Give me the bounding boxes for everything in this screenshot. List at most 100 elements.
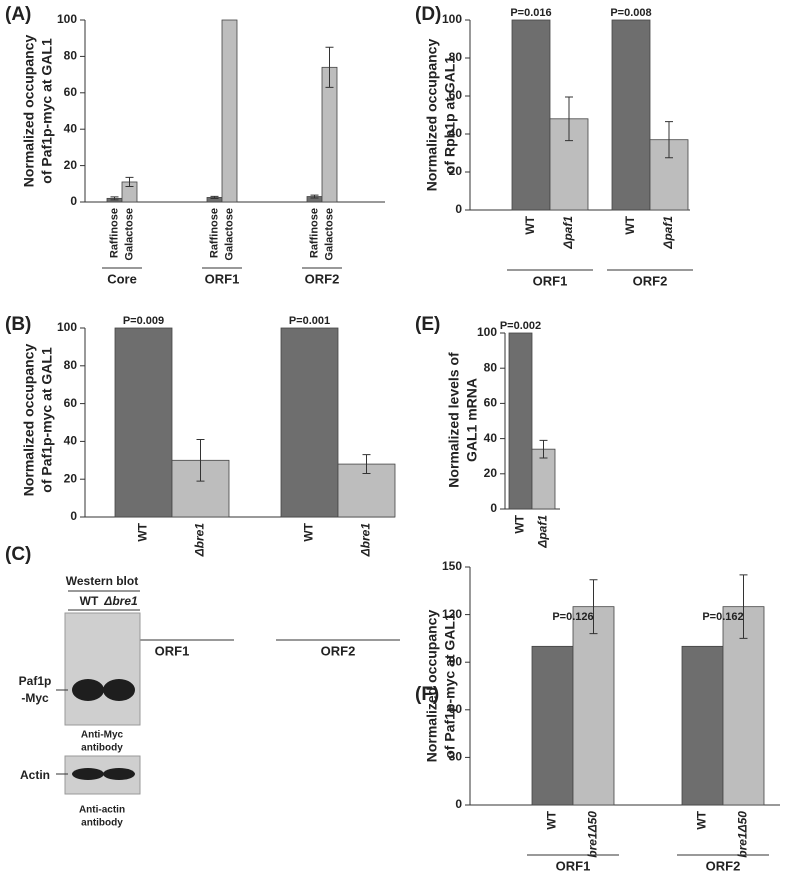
category-label: Δbre1 xyxy=(359,523,373,558)
error-bar xyxy=(110,196,119,201)
y-tick-label: 40 xyxy=(64,121,78,135)
bar xyxy=(511,19,551,211)
y-tick-label: 60 xyxy=(449,88,463,102)
p-value: P=0.001 xyxy=(289,315,330,327)
y-axis-label: of Rpb1p at GAL1 xyxy=(442,56,458,174)
category-label: Raffinose xyxy=(108,208,120,258)
category-label: Galactose xyxy=(323,208,335,261)
y-tick-label: 80 xyxy=(64,358,78,372)
category-label: WT xyxy=(513,514,527,533)
category-label: Δpaf1 xyxy=(561,216,575,250)
group-label: ORF1 xyxy=(205,271,240,286)
y-tick-label: 0 xyxy=(455,797,462,811)
y-tick-label: 60 xyxy=(484,396,498,410)
y-tick-label: 90 xyxy=(449,654,463,668)
p-value: P=0.008 xyxy=(610,7,651,19)
group-label: ORF1 xyxy=(155,643,190,658)
y-axis-label: of Paf1p-myc at GAL1 xyxy=(39,347,55,493)
category-label: Raffinose xyxy=(308,208,320,258)
error-bar xyxy=(310,194,319,199)
y-tick-label: 80 xyxy=(64,49,78,63)
blot-label: Actin xyxy=(20,768,50,782)
category-label: Δbre1 xyxy=(193,523,207,558)
y-tick-label: 80 xyxy=(484,360,498,374)
bar xyxy=(611,19,651,211)
y-axis-label: of Paf1p-myc at GAL1 xyxy=(442,613,458,759)
bar xyxy=(221,19,238,203)
y-tick-label: 100 xyxy=(57,12,77,26)
band xyxy=(72,768,104,780)
y-tick-label: 150 xyxy=(442,559,462,573)
y-tick-label: 20 xyxy=(64,471,78,485)
y-axis-label: Normalized occupancy xyxy=(424,39,440,192)
category-label: Δpaf1 xyxy=(661,216,675,250)
bar xyxy=(280,327,339,518)
y-tick-label: 30 xyxy=(449,750,463,764)
category-label: Galactose xyxy=(223,208,235,261)
y-tick-label: 100 xyxy=(477,325,497,339)
y-tick-label: 60 xyxy=(64,396,78,410)
p-value: P=0.162 xyxy=(702,611,743,623)
group-label: ORF2 xyxy=(633,273,668,288)
error-bar xyxy=(589,579,598,635)
p-value: P=0.009 xyxy=(123,315,164,327)
error-bar xyxy=(565,96,573,142)
error-bar xyxy=(362,454,371,475)
blot-image xyxy=(64,612,141,726)
group-label: ORF2 xyxy=(321,643,356,658)
y-tick-label: 80 xyxy=(449,50,463,64)
y-tick-label: 60 xyxy=(449,702,463,716)
bar xyxy=(681,645,724,806)
category-label: bre1Δ50 xyxy=(736,811,750,858)
error-bar xyxy=(539,439,548,459)
category-label: bre1Δ50 xyxy=(586,811,600,858)
group-label: ORF1 xyxy=(533,273,568,288)
category-label: WT xyxy=(545,810,559,829)
error-bar xyxy=(125,176,134,188)
y-axis-label: Normalized levels of xyxy=(446,352,462,488)
category-label: Galactose xyxy=(123,208,135,261)
y-axis-label: GAL1 mRNA xyxy=(464,378,480,462)
y-tick-label: 60 xyxy=(64,85,78,99)
error-bar xyxy=(210,195,219,200)
y-tick-label: 40 xyxy=(484,431,498,445)
p-value: P=0.016 xyxy=(510,7,551,19)
blot-label: -Myc xyxy=(21,691,49,705)
panel-label: (C) xyxy=(5,544,31,565)
category-label: WT xyxy=(695,810,709,829)
bar xyxy=(722,606,765,806)
panel-label: (A) xyxy=(5,4,31,25)
blot-label: Paf1p xyxy=(19,674,52,688)
group-label: ORF2 xyxy=(305,271,340,286)
bar xyxy=(114,327,173,518)
lane-label: Δbre1 xyxy=(103,594,138,608)
group-label: ORF1 xyxy=(556,858,591,873)
blot-title: Western blot xyxy=(66,574,138,588)
y-tick-label: 20 xyxy=(449,164,463,178)
panel-label: (B) xyxy=(5,314,31,335)
y-tick-label: 100 xyxy=(442,12,462,26)
band xyxy=(103,768,135,780)
bar xyxy=(572,606,615,806)
antibody-label: Anti-Myc xyxy=(81,730,124,741)
band xyxy=(103,679,135,701)
y-axis-label: Normalized occupancy xyxy=(21,344,37,497)
y-tick-label: 20 xyxy=(484,466,498,480)
y-axis-label: of Paf1p-myc at GAL1 xyxy=(39,38,55,184)
lane-label: WT xyxy=(80,594,99,608)
panel-label: (F) xyxy=(415,684,439,705)
y-tick-label: 0 xyxy=(490,501,497,515)
group-label: ORF2 xyxy=(706,858,741,873)
y-axis-label: Normalized occupancy xyxy=(21,35,37,188)
category-label: WT xyxy=(302,522,316,541)
category-label: Raffinose xyxy=(208,208,220,258)
y-axis-label: Normalized occupancy xyxy=(424,610,440,763)
y-tick-label: 40 xyxy=(449,126,463,140)
y-tick-label: 40 xyxy=(64,434,78,448)
bar xyxy=(531,645,574,806)
category-label: WT xyxy=(523,215,537,234)
bar xyxy=(508,332,533,510)
y-tick-label: 20 xyxy=(64,158,78,172)
panel-label: (D) xyxy=(415,4,441,25)
